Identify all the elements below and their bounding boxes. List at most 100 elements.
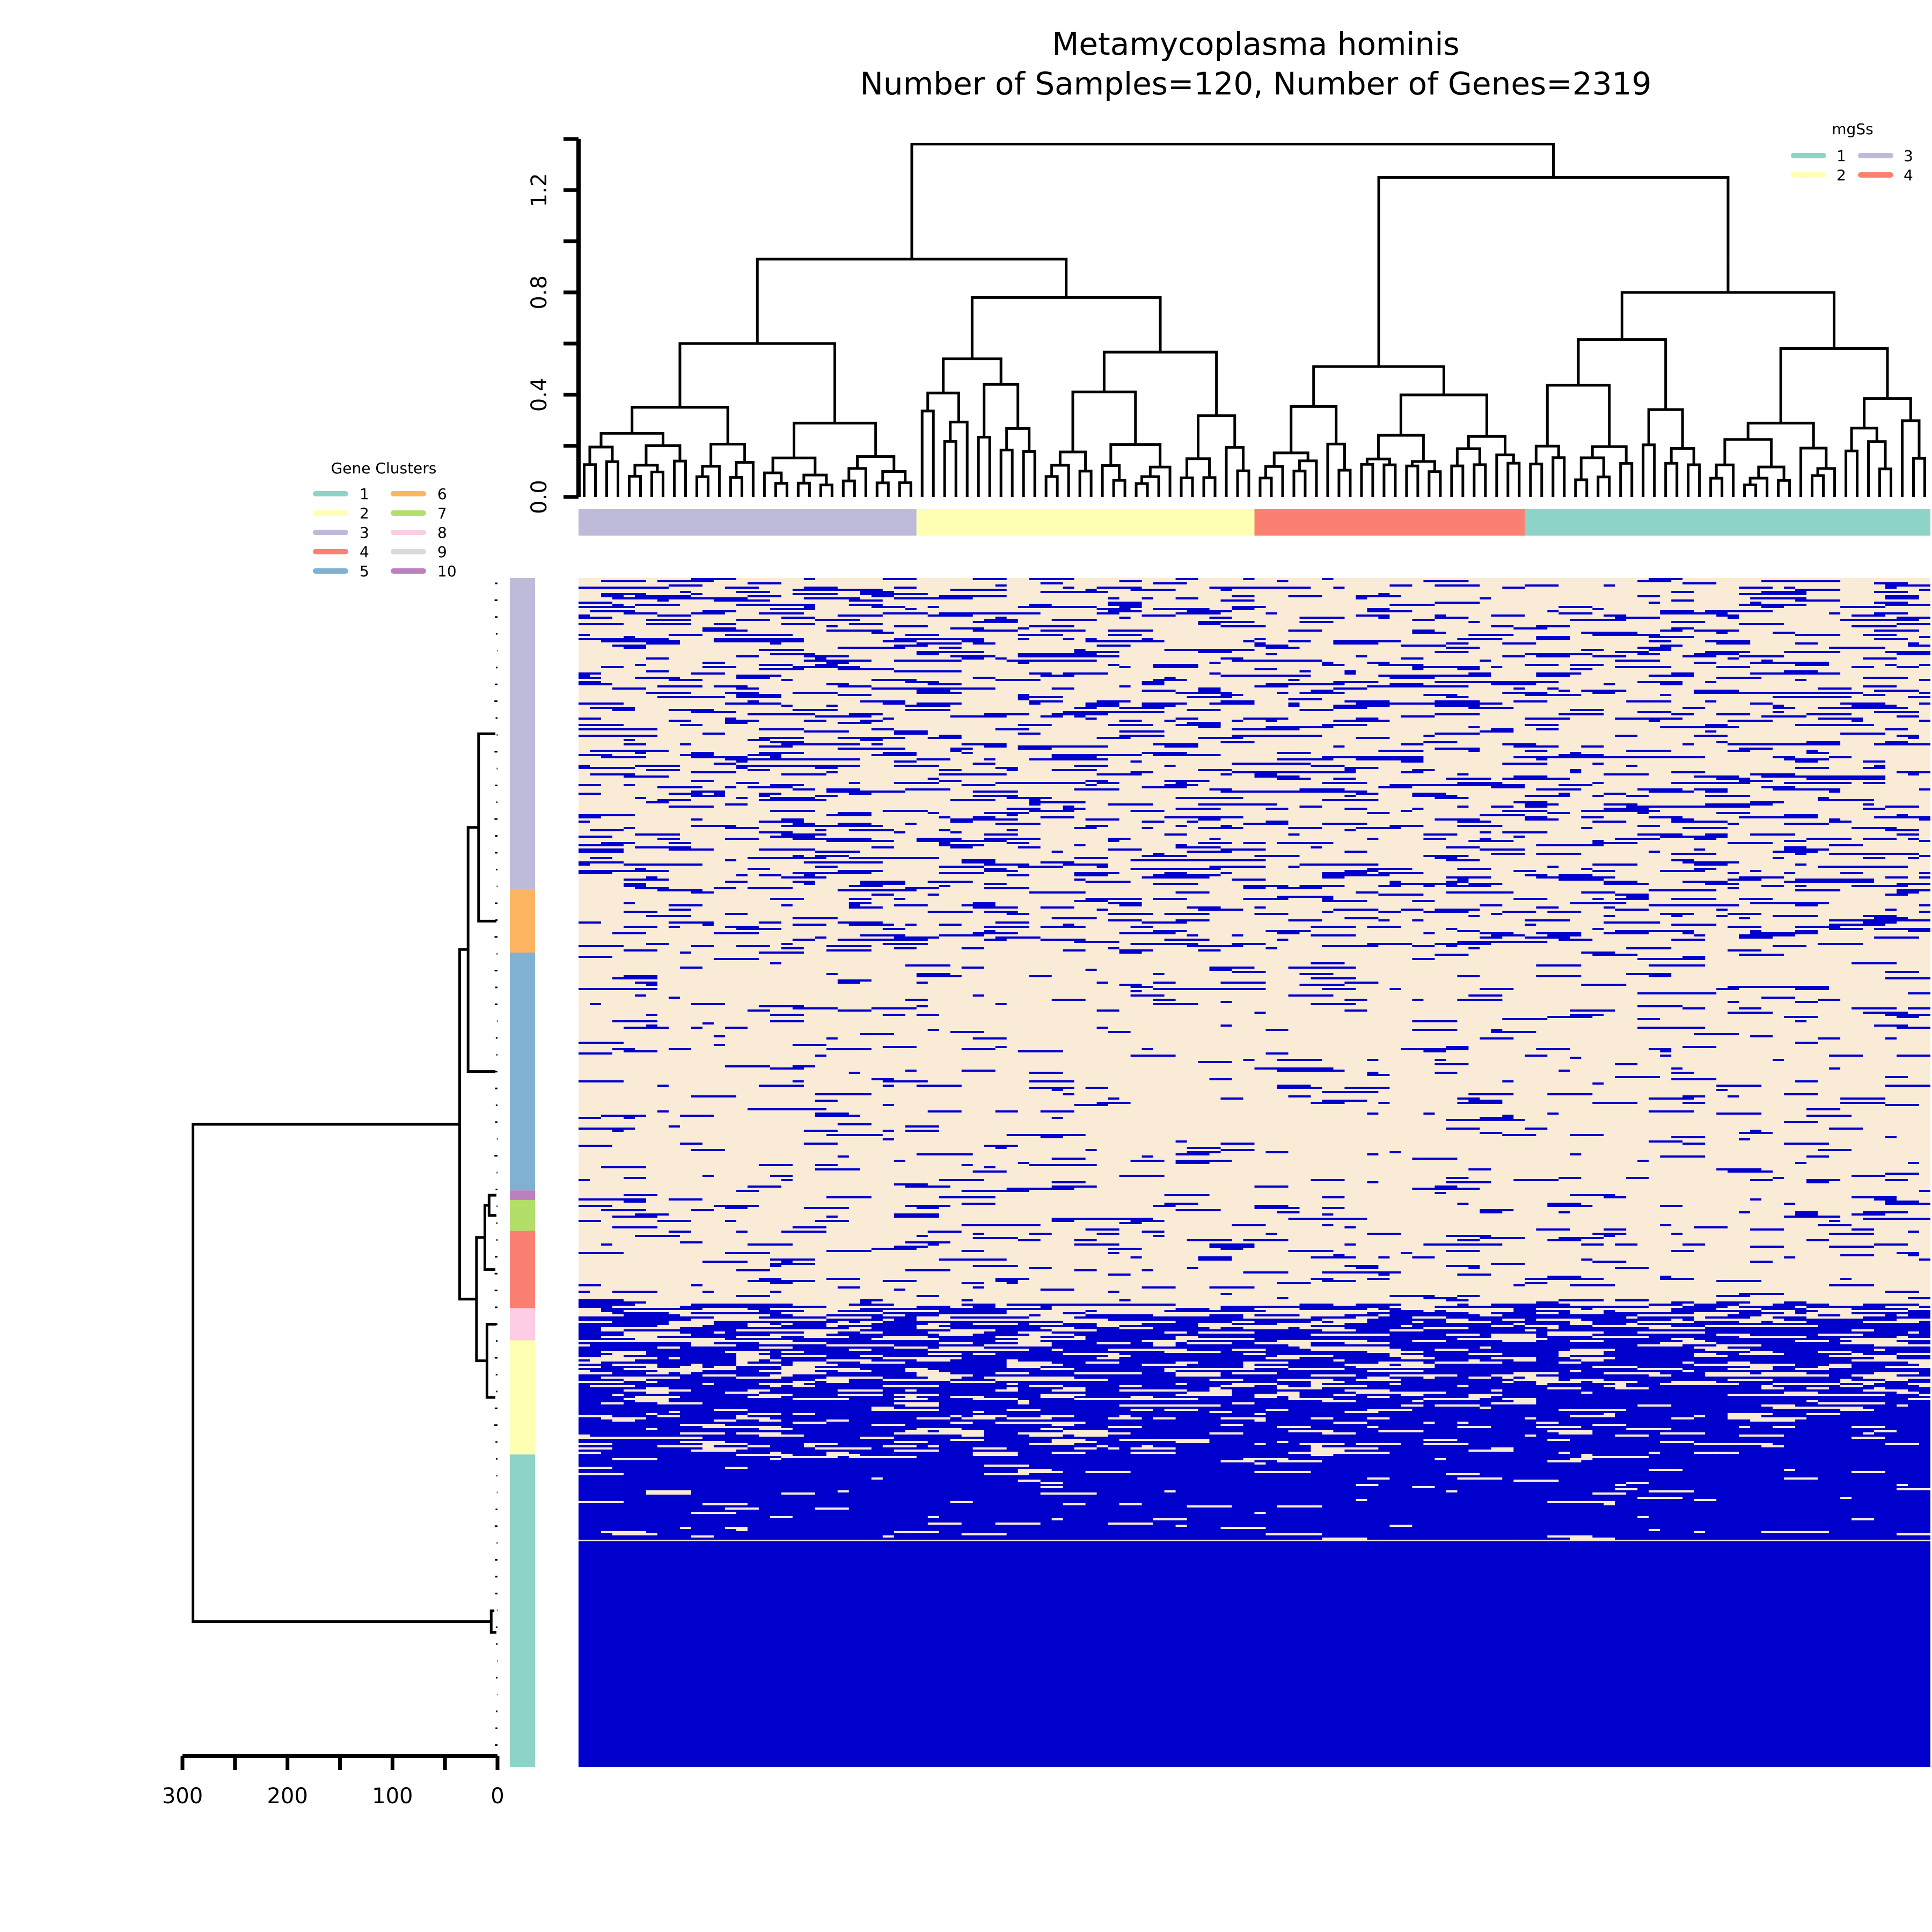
dendrogram-branch [1642, 443, 1656, 497]
dendrogram-branch [1071, 390, 1137, 452]
dendrogram-branch [466, 826, 496, 1073]
dendrogram-branch [1058, 450, 1087, 471]
dendrogram-branch [1495, 453, 1515, 497]
dendrogram-branch [729, 475, 743, 497]
gene-cluster-band [510, 1454, 535, 1767]
dendrogram-branch [631, 406, 729, 444]
mgss-legend: mgSs 1 3 2 4 [1791, 120, 1913, 184]
sample-group-band [916, 509, 1255, 536]
dendrogram-branch [970, 296, 1162, 359]
sample-dendrogram [583, 143, 1926, 497]
mgss-label: 1 [1836, 147, 1846, 165]
y-tick-label: 0.4 [527, 378, 552, 412]
dendrogram-branch [1455, 447, 1481, 466]
dendrogram-branch [875, 481, 890, 497]
dendrogram-branch [910, 143, 1555, 259]
dendrogram-branch [583, 463, 597, 497]
dendrogram-branch [1109, 443, 1162, 467]
mgss-label: 2 [1836, 166, 1846, 184]
gene-cluster-band [510, 953, 535, 1191]
dendrogram-branch [1312, 365, 1445, 407]
dendrogram-branch [942, 357, 1002, 393]
gene-cluster-band [510, 889, 535, 953]
dendrogram-branch [678, 342, 837, 423]
dendrogram-branch [1382, 463, 1397, 497]
gene-cluster-label: 5 [360, 562, 369, 580]
dendrogram-branch [1743, 484, 1758, 497]
gene-cluster-label: 2 [360, 504, 369, 522]
sample-group-band [579, 509, 917, 536]
dendrogram-branch [1005, 427, 1031, 452]
dendrogram-branch [599, 431, 664, 447]
dendrogram-branch [949, 420, 969, 497]
dendrogram-branch [881, 470, 907, 483]
dendrogram-branch [1746, 421, 1815, 449]
dendrogram-branch [1428, 470, 1442, 497]
sample-group-bar [579, 509, 1930, 536]
dendrogram-branch [756, 258, 1068, 344]
dendrogram-branch [1467, 435, 1507, 455]
gene-cluster-legend: Gene Clusters 1 6 2 7 3 8 4 9 5 10 [313, 459, 457, 580]
dendrogram-branch [605, 460, 619, 497]
dendrogram-branch [1399, 393, 1488, 437]
dendrogram-branch [1647, 408, 1684, 449]
dendrogram-branch [1577, 338, 1667, 410]
dendrogram-branch [1102, 350, 1218, 416]
dendrogram-branch [1450, 464, 1465, 497]
dendrogram-branch [1845, 449, 1859, 497]
dendrogram-branch [926, 391, 960, 422]
dendrogram-branch [1529, 463, 1543, 497]
y-tick-label: 1.2 [527, 173, 552, 207]
gene-cluster-label: 9 [437, 543, 447, 561]
dendrogram-branch [1912, 457, 1926, 497]
dendrogram-branch [1112, 479, 1126, 497]
dendrogram-branch [999, 449, 1014, 497]
dendrogram-branch [709, 443, 747, 466]
dendrogram-branch [627, 474, 642, 497]
dendrogram-branch [847, 467, 867, 497]
heatmap-present-cells [579, 578, 1930, 1540]
dendrogram-branch [841, 479, 856, 497]
gene-cluster-label: 8 [437, 524, 447, 541]
gene-cluster-label: 7 [437, 504, 447, 522]
dendrogram-branch [695, 475, 709, 497]
dendrogram-branch [763, 471, 783, 497]
dendrogram-branch [1148, 465, 1172, 497]
gene-cluster-label: 6 [437, 485, 447, 503]
dendrogram-branch [1405, 464, 1419, 497]
dendrogram-branch [1180, 476, 1194, 497]
mgss-label: 3 [1904, 147, 1913, 165]
gene-cluster-legend-title: Gene Clusters [331, 459, 437, 477]
dendrogram-branch [1779, 347, 1889, 423]
dendrogram-branch [819, 484, 833, 497]
dendrogram-branch [1377, 434, 1425, 462]
dendrogram-branch [1264, 465, 1284, 497]
dendrogram-branch [1723, 438, 1773, 467]
dendrogram-branch [774, 481, 788, 497]
gene-cluster-label: 1 [360, 485, 369, 503]
dendrogram-branch [1225, 446, 1245, 497]
dendrogram-branch [1664, 462, 1679, 497]
dendrogram-branch [650, 470, 664, 497]
dendrogram-branch [1258, 477, 1273, 497]
dendrogram-branch [1473, 463, 1487, 497]
dendrogram-branch [1185, 457, 1211, 478]
dendrogram-branch [1140, 475, 1160, 497]
dendrogram-branch [1574, 478, 1589, 497]
dendrogram-branch [1506, 462, 1521, 497]
chart-title: Metamycoplasma hominis [1052, 26, 1459, 62]
dendrogram-branch [1552, 456, 1566, 497]
dendrogram-branch [1878, 467, 1893, 497]
dendrogram-branch [1850, 427, 1878, 451]
dendrogram-branch [485, 1323, 497, 1399]
dendrogram-branch [1044, 475, 1059, 497]
gene-dendrogram [192, 582, 497, 1746]
heatmap-present-block [579, 1541, 1930, 1767]
sample-group-band [1254, 509, 1525, 536]
dendrogram-branch [1709, 477, 1724, 497]
dendrogram-branch [1290, 405, 1338, 453]
gene-cluster-band [510, 1190, 535, 1200]
x-tick-label: 200 [267, 1784, 308, 1809]
dendrogram-branch [977, 436, 991, 497]
